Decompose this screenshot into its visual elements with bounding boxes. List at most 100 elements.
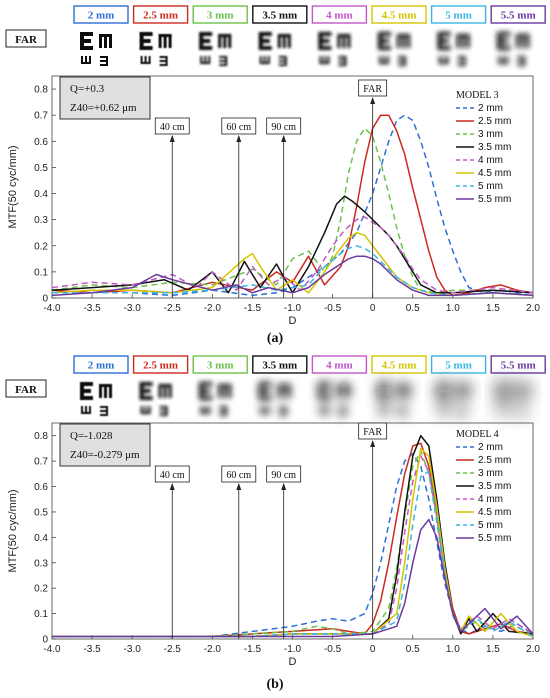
x-tick-label: 0	[370, 303, 376, 314]
letter-e-bar	[378, 32, 391, 36]
marker-label: 60 cm	[226, 470, 251, 481]
letter-m-stem	[347, 384, 351, 398]
letter-e-bar	[80, 39, 91, 43]
letter-w-base	[81, 62, 91, 64]
letter-3-bar	[398, 406, 405, 408]
letter-w-stem	[208, 406, 211, 414]
letter-m-stem	[342, 384, 346, 398]
info-box: Q=-1.028 Z40=-0.279 μm	[59, 423, 151, 467]
letter-3-stem	[225, 406, 228, 416]
x-tick-label: -0.5	[324, 303, 342, 314]
letter-e-bar	[199, 39, 211, 43]
x-tick-label: 0.5	[406, 303, 420, 314]
letter-3-bar	[219, 410, 227, 412]
letter-3-stem	[344, 56, 347, 66]
letter-m-stem	[347, 34, 351, 48]
marker-box	[154, 117, 190, 135]
distance-markers: 40 cm 60 cm 90 cm FAR	[154, 79, 388, 298]
letter-m-stem	[277, 34, 281, 48]
letter-w-stem	[383, 56, 385, 64]
series-line-3mm	[51, 127, 534, 294]
letter-e-bar	[318, 46, 332, 50]
x-axis-label: D	[289, 315, 297, 327]
y-tick-label: 0	[42, 635, 48, 646]
letter-e-bar	[80, 382, 93, 386]
letter-3-bar	[100, 60, 107, 62]
letter-m-stem	[99, 34, 102, 48]
letter-3-stem	[225, 56, 228, 66]
letter-e-bar	[497, 389, 509, 393]
letter-w-stem	[442, 406, 445, 414]
letter-3-bar	[457, 64, 465, 66]
letter-m-stem	[282, 34, 286, 48]
letter-e-bar	[437, 39, 449, 43]
letter-w-stem	[267, 56, 270, 64]
panel-label: (a)	[267, 331, 284, 346]
letter-3-bar	[338, 60, 346, 62]
aperture-label: 4.5 mm	[382, 360, 417, 372]
letter-w-stem	[204, 406, 207, 414]
letter-w-stem	[140, 406, 143, 414]
letter-chart-image	[497, 32, 530, 66]
letter-e-bar	[80, 46, 93, 50]
letter-m-stem	[516, 34, 520, 48]
letter-w-stem	[506, 406, 509, 414]
series-group	[51, 114, 534, 297]
letter-e-bar	[199, 396, 213, 400]
x-tick-label: 2.0	[526, 303, 540, 314]
aperture-box	[430, 5, 487, 24]
letter-m-stem	[342, 34, 346, 48]
x-tick-label: 1.5	[486, 303, 500, 314]
letter-m-stem	[163, 384, 167, 398]
letter-3-bar	[517, 64, 525, 66]
marker-arrow-head	[370, 97, 376, 104]
x-tick-label: 2.0	[526, 644, 540, 655]
letter-w-stem	[446, 56, 449, 64]
letter-w-stem	[506, 56, 509, 64]
letter-w-stem	[438, 56, 441, 64]
aperture-box	[192, 355, 248, 374]
letter-m-stem	[104, 34, 107, 48]
letter-m-stem	[397, 34, 400, 48]
aperture-label: 3.5 mm	[262, 360, 297, 372]
y-tick-label: 0.5	[34, 507, 48, 518]
letter-e-bar	[378, 389, 389, 393]
letter-e-bar	[437, 396, 451, 400]
letter-3-stem	[106, 56, 108, 66]
letter-m-top	[218, 34, 232, 37]
aperture-box	[311, 5, 368, 24]
x-tick-label: 1.5	[486, 644, 500, 655]
letter-3-bar	[517, 406, 525, 408]
letter-w-stem	[81, 56, 83, 64]
letter-w-stem	[263, 56, 266, 64]
letter-m-stem	[461, 34, 465, 48]
far-side-label: FAR	[15, 384, 38, 396]
letter-w-stem	[319, 406, 322, 414]
letter-m-stem	[168, 34, 172, 48]
letter-3-bar	[338, 56, 346, 58]
series-line-5mm	[52, 470, 534, 638]
letter-3-bar	[338, 410, 346, 412]
legend: MODEL 4 2 mm 2.5 mm 3 mm 3.5 mm 4 mm 4.5 mm 5 m…	[456, 429, 511, 544]
letter-e-bar	[199, 389, 211, 393]
letter-w-stem	[200, 406, 203, 414]
legend-label: 3.5 mm	[478, 142, 511, 153]
aperture-label: 3 mm	[207, 10, 234, 22]
aperture-label: 5 mm	[445, 360, 472, 372]
letter-3-bar	[517, 410, 525, 412]
letter-e-bar	[318, 32, 332, 36]
aperture-label: 2.5 mm	[143, 10, 178, 22]
axes: -4.0 -3.5 -3.0 -2.5 -2.0 -1.5 -1.0 -0.5 0 0.5 1.0 1…	[7, 422, 540, 668]
aperture-strip: 2 mm 2.5 mm 3 mm 3.5 mm 4 mm 4.5 mm 5 mm 5.5 mm	[73, 355, 546, 374]
letter-m-top	[337, 384, 351, 387]
x-tick-label: -3.5	[83, 644, 101, 655]
x-tick-label: 0.5	[406, 644, 420, 655]
legend-label: 2 mm	[478, 442, 503, 453]
letter-3-bar	[457, 60, 465, 62]
series-line-35mm	[51, 195, 534, 294]
letter-3-bar	[278, 414, 286, 416]
letter-e-bar	[437, 46, 451, 50]
letter-w-base	[379, 62, 389, 64]
letter-3-bar	[338, 64, 346, 66]
letter-3-stem	[165, 56, 168, 66]
